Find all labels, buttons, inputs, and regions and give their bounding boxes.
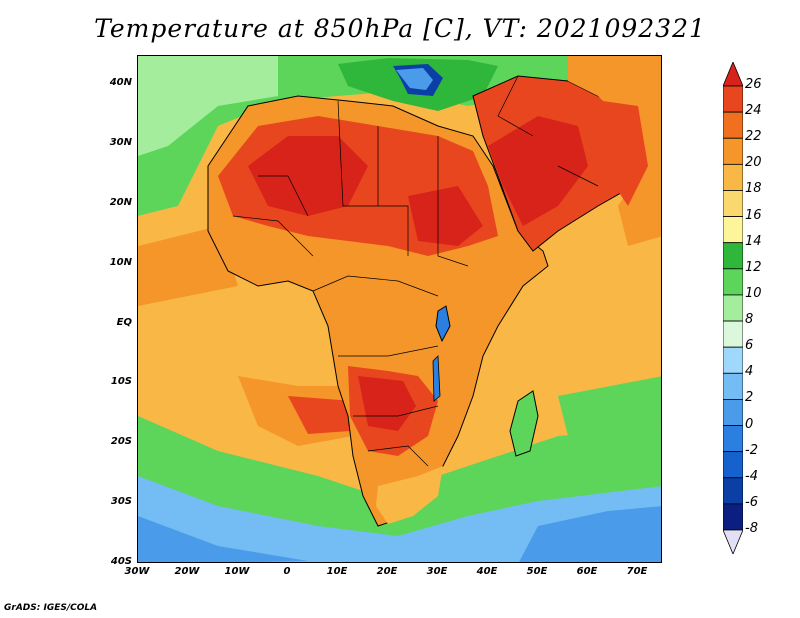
- colorbar-label: 16: [745, 207, 762, 223]
- lon-label-20e: 20E: [376, 566, 398, 577]
- colorbar-label: 20: [745, 155, 762, 171]
- colorbar-top-arrow: [723, 62, 743, 87]
- lon-label-0: 0: [283, 566, 291, 577]
- colorbar-segment: [723, 503, 743, 531]
- lon-label-30w: 30W: [124, 566, 150, 577]
- lon-label-30e: 30E: [426, 566, 448, 577]
- lat-label-10s: 10S: [110, 376, 132, 387]
- lat-label-10n: 10N: [109, 257, 132, 268]
- south-atlantic-hot: [288, 396, 353, 434]
- lon-label-40e: 40E: [476, 566, 498, 577]
- lon-label-10e: 10E: [326, 566, 348, 577]
- colorbar-segment: [723, 85, 743, 113]
- lon-label-60e: 60E: [576, 566, 598, 577]
- southern-ocean-cold-east: [519, 506, 661, 562]
- lat-label-40s: 40S: [110, 556, 132, 567]
- northern-ocean-cool: [138, 56, 278, 156]
- lat-label-30n: 30N: [109, 137, 132, 148]
- atlantic-mid: [138, 196, 218, 246]
- colorbar-segment: [723, 451, 743, 479]
- southern-ocean-cold-west: [138, 516, 308, 562]
- colorbar-label: 10: [745, 285, 762, 301]
- sahara-hottest: [248, 136, 368, 216]
- lat-label-30s: 30S: [110, 496, 132, 507]
- map-canvas: [138, 56, 661, 562]
- lake-victoria: [435, 305, 451, 343]
- lon-label-50e: 50E: [526, 566, 548, 577]
- sudan-hottest: [408, 186, 483, 246]
- iran-hot: [568, 96, 648, 206]
- footer-credit: GrADS: IGES/COLA: [4, 603, 98, 613]
- temperature-map: [137, 55, 662, 563]
- colorbar-label: -4: [745, 468, 758, 484]
- colorbar-label: -8: [745, 521, 758, 536]
- lake-tanganyika: [432, 355, 441, 402]
- atlantic-warm: [138, 226, 238, 306]
- colorbar-segment: [723, 190, 743, 217]
- colorbar-label: 12: [745, 259, 762, 275]
- colorbar-segment: [723, 137, 743, 165]
- colorbar-label: 8: [745, 312, 754, 328]
- colorbar-bottom-arrow: [723, 529, 743, 554]
- iran-region: [568, 56, 661, 246]
- colorbar-label: 22: [745, 129, 762, 145]
- arabia-hottest: [488, 116, 588, 226]
- colorbar: [723, 62, 743, 554]
- colorbar-label: 0: [745, 416, 754, 432]
- southern-ocean-cool: [138, 476, 661, 562]
- colorbar-segment: [723, 346, 743, 374]
- lat-label-20s: 20S: [110, 436, 132, 447]
- colorbar-segment: [723, 242, 743, 270]
- colorbar-segment: [723, 477, 743, 505]
- aegean-cool-patch: [396, 68, 433, 90]
- lat-label-eq: EQ: [116, 317, 132, 328]
- indian-ocean-green: [558, 376, 661, 436]
- lon-label-70e: 70E: [626, 566, 648, 577]
- lat-label-40n: 40N: [109, 77, 132, 88]
- colorbar-label: 14: [745, 233, 762, 249]
- colorbar-segment: [723, 268, 743, 296]
- lon-label-10w: 10W: [224, 566, 250, 577]
- colorbar-segment: [723, 294, 743, 322]
- colorbar-label: -2: [745, 442, 758, 458]
- lon-label-20w: 20W: [174, 566, 200, 577]
- colorbar-segment: [723, 372, 743, 400]
- colorbar-segment: [723, 216, 743, 244]
- colorbar-label: 4: [745, 364, 754, 380]
- colorbar-segments: [723, 62, 743, 554]
- map-title: Temperature at 850hPa [C], VT: 202109232…: [94, 14, 706, 43]
- south-africa-mild: [376, 466, 443, 524]
- country-boundaries: [232, 75, 599, 467]
- colorbar-segment: [723, 425, 743, 453]
- colorbar-label: 24: [745, 103, 762, 119]
- colorbar-segment: [723, 163, 743, 191]
- southern-africa-hottest: [358, 376, 416, 431]
- colorbar-segment: [723, 399, 743, 426]
- colorbar-label: 26: [745, 77, 762, 92]
- madagascar: [509, 390, 539, 457]
- colorbar-label: 2: [745, 390, 754, 406]
- colorbar-segment: [723, 111, 743, 139]
- colorbar-label: 6: [745, 338, 754, 354]
- colorbar-label: 18: [745, 181, 762, 197]
- colorbar-label: -6: [745, 494, 758, 510]
- lat-label-20n: 20N: [109, 197, 132, 208]
- colorbar-segment: [723, 320, 743, 348]
